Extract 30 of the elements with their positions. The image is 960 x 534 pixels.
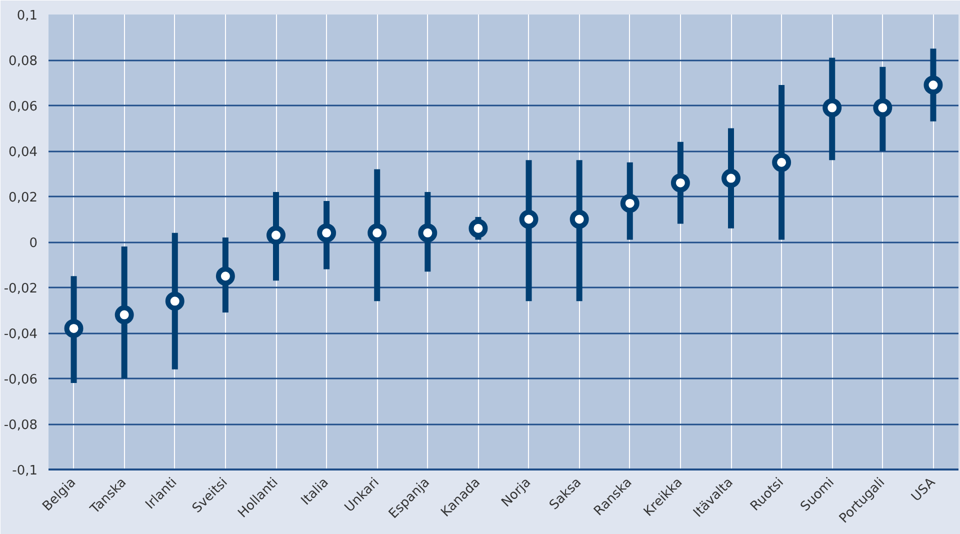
y-tick-label: -0,1: [12, 464, 38, 478]
y-tick-label: -0,02: [4, 282, 38, 296]
point: [468, 218, 488, 238]
y-tick-label: 0,02: [8, 190, 38, 206]
point: [317, 223, 336, 242]
point: [519, 210, 538, 229]
point: [165, 292, 184, 311]
point: [418, 223, 438, 242]
point: [772, 152, 792, 172]
point: [822, 98, 842, 118]
point: [216, 266, 235, 286]
point: [722, 168, 740, 188]
y-tick-label: -0,08: [4, 418, 38, 433]
point: [670, 173, 690, 192]
point: [64, 318, 84, 338]
y-tick-label: 0,04: [8, 145, 38, 160]
y-tick-label: -0,06: [4, 372, 38, 388]
point: [620, 194, 640, 213]
point: [266, 226, 286, 245]
x-tick-label: USA: [908, 475, 939, 505]
y-tick-label: 0,08: [8, 54, 38, 69]
point: [873, 98, 892, 118]
point: [114, 305, 134, 324]
y-tick-label: 0,06: [8, 100, 38, 114]
y-tick-label: -0,04: [4, 327, 38, 342]
y-tick-label: 0,1: [16, 8, 38, 24]
point: [570, 210, 589, 229]
point: [368, 223, 387, 242]
point: [924, 76, 943, 95]
y-tick-label: 0: [29, 236, 38, 251]
